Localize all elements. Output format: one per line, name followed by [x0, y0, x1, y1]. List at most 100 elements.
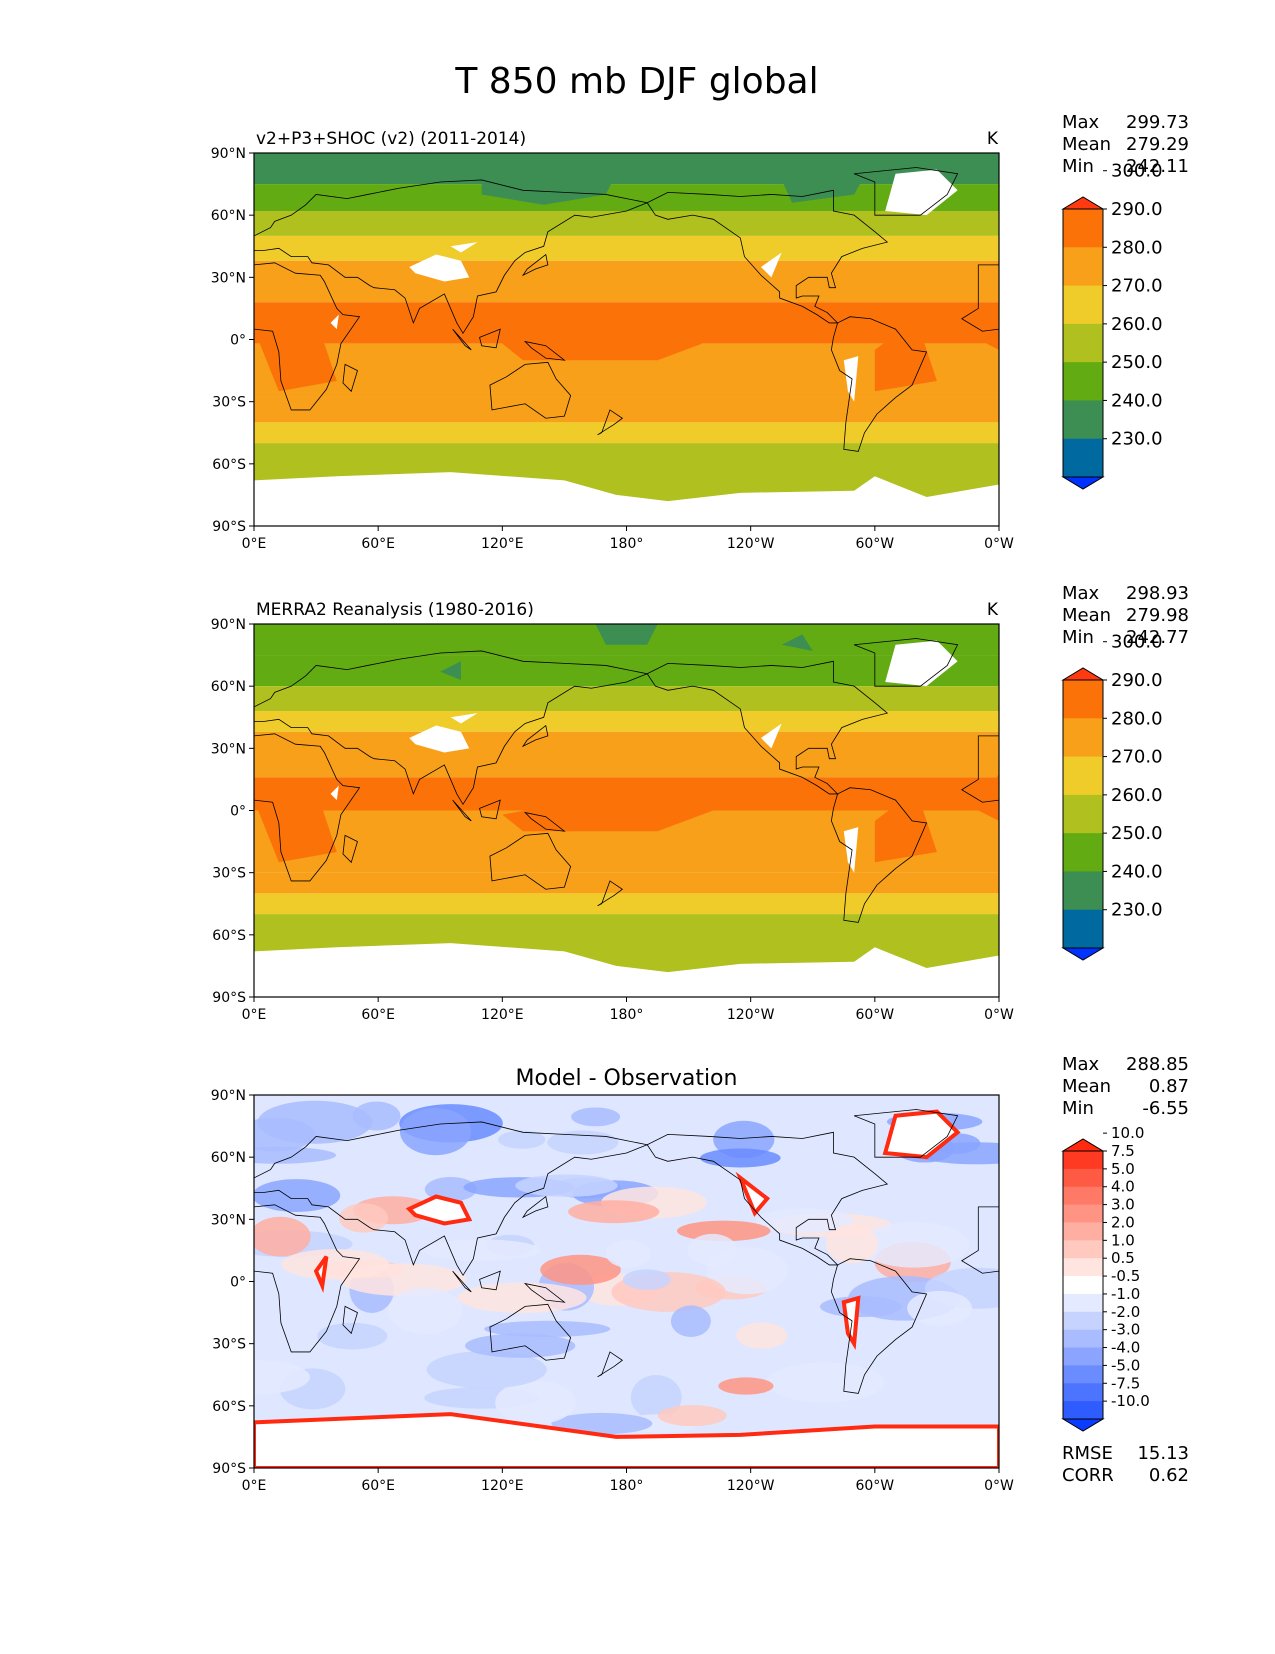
colorbar-label: -2.0: [1111, 1303, 1140, 1321]
colorbar-label: 270.0: [1111, 276, 1163, 297]
colorbar-extend-min: [1061, 1418, 1105, 1432]
difference-patch: [399, 1107, 472, 1156]
lon-tick-label: 120°W: [727, 1478, 775, 1494]
coastline: [489, 832, 572, 890]
temperature-band: [254, 422, 999, 444]
difference-patch: [700, 1148, 781, 1168]
colorbar-segment: [1063, 833, 1103, 872]
stat-value: 288.85: [1126, 1054, 1189, 1075]
cold-region: [595, 624, 658, 645]
warm-region: [874, 318, 937, 392]
stat-label: Mean: [1062, 605, 1111, 626]
lon-tick-label: 60°W: [855, 1007, 894, 1023]
stat-label: Mean: [1062, 1076, 1111, 1097]
coastline: [254, 1121, 649, 1277]
lat-tick-label: 90°N: [211, 1088, 246, 1104]
lat-tick-label: 60°S: [212, 1399, 246, 1415]
colorbar-segment: [1063, 400, 1103, 440]
stat-value: 242.11: [1126, 156, 1189, 177]
colorbar-segment: [1063, 285, 1103, 325]
colorbar-segment: [1063, 756, 1103, 796]
lon-tick-label: 60°W: [855, 536, 894, 552]
lat-tick-label: 60°S: [212, 457, 246, 473]
colorbar-label: -7.5: [1111, 1374, 1140, 1392]
difference-patch: [670, 1305, 711, 1337]
terrain-mask: [330, 314, 339, 330]
lon-tick-label: 120°E: [481, 1478, 524, 1494]
terrain-edge: [841, 1295, 861, 1350]
colorbar-segment: [1063, 1240, 1103, 1259]
temperature-band: [254, 260, 999, 303]
coastline: [254, 179, 649, 335]
temperature-band: [254, 235, 999, 261]
difference-patch: [540, 1254, 621, 1285]
colorbar-label: 240.0: [1111, 390, 1163, 411]
colorbar-frame: [1062, 208, 1104, 478]
coastline: [853, 638, 959, 687]
difference-patch: [254, 1360, 310, 1395]
colorbar: 230.0 240.0 250.0 260.0 270.0 280.0 290.0 300.0: [1061, 161, 1163, 490]
temperature-band: [254, 397, 999, 423]
antarctica-edge: [254, 1412, 999, 1468]
colorbar-label: 280.0: [1111, 237, 1163, 258]
colorbar-label: 5.0: [1111, 1160, 1135, 1178]
terrain-mask: [885, 640, 958, 687]
colorbar-segment: [1063, 209, 1103, 248]
coastline: [646, 1131, 889, 1266]
colorbar-label: -4.0: [1111, 1339, 1140, 1357]
metric-value: 0.62: [1149, 1465, 1189, 1486]
lat-tick-label: 90°S: [212, 519, 246, 535]
difference-patch: [495, 1380, 576, 1425]
stat-label: Min: [1062, 156, 1094, 177]
lat-tick-label: 60°N: [211, 679, 246, 695]
lon-tick-label: 0°E: [242, 1478, 267, 1494]
difference-patch: [622, 1269, 671, 1290]
colorbar-label: 3.0: [1111, 1196, 1135, 1214]
temperature-band: [254, 731, 999, 778]
stat-label: Mean: [1062, 134, 1111, 155]
colorbar-segment: [1063, 909, 1103, 949]
colorbar-segment: [1063, 1365, 1103, 1384]
difference-patch: [825, 1224, 878, 1264]
colorbar-segment: [1063, 1347, 1103, 1366]
colorbar-label: -3.0: [1111, 1321, 1140, 1339]
colorbar-label: 230.0: [1111, 900, 1163, 921]
colorbar-segment: [1063, 680, 1103, 719]
stat-label: Min: [1062, 1098, 1094, 1119]
colorbar-label: 280.0: [1111, 708, 1163, 729]
coastline: [523, 340, 566, 361]
difference-patch: [907, 1290, 973, 1326]
coastline: [523, 811, 566, 832]
lat-tick-label: 0°: [230, 804, 246, 820]
map-field: [254, 153, 999, 526]
colorbar-label: 4.0: [1111, 1178, 1135, 1196]
colorbar-segment: [1063, 1258, 1103, 1277]
coastline: [489, 361, 572, 419]
lat-tick-label: 90°S: [212, 990, 246, 1006]
coastline: [646, 189, 889, 324]
warm-region: [874, 789, 937, 863]
terrain-mask: [761, 723, 782, 749]
colorbar-segment: [1063, 1329, 1103, 1349]
terrain-mask: [450, 242, 478, 253]
colorbar-extend-max: [1061, 1138, 1105, 1152]
colorbar-label: 300.0: [1111, 161, 1163, 182]
stat-value: 242.77: [1126, 627, 1189, 648]
colorbar-label: -5.0: [1111, 1356, 1140, 1374]
difference-patch: [766, 1362, 884, 1403]
lat-tick-label: 60°N: [211, 208, 246, 224]
coastline: [254, 262, 361, 411]
map-panel-1: 90°N 60°N 30°N 0° 30°S 60°S 90°S0°E 60°E 120°E 18…: [211, 112, 1189, 552]
coastline: [342, 1305, 358, 1335]
colorbar-frame: [1062, 679, 1104, 949]
lon-tick-label: 180°: [610, 1478, 644, 1494]
lon-tick-label: 120°E: [481, 1007, 524, 1023]
coastline: [452, 328, 472, 351]
difference-patch: [819, 1296, 902, 1318]
lon-tick-label: 0°W: [984, 1007, 1014, 1023]
stat-label: Min: [1062, 627, 1094, 648]
difference-patch: [254, 1146, 337, 1164]
lat-tick-label: 0°: [230, 1275, 246, 1291]
coastline: [960, 1206, 999, 1274]
